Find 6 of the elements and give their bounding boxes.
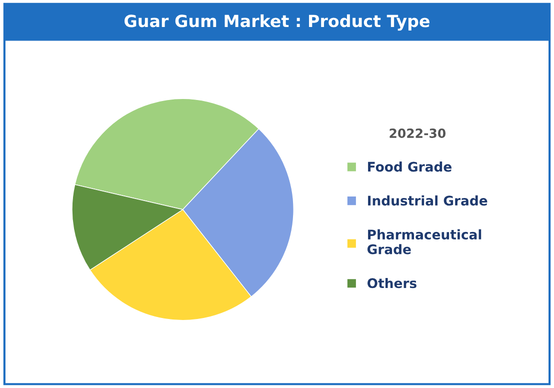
chart-title: Guar Gum Market : Product Type <box>124 14 430 31</box>
legend-label: Industrial Grade <box>368 195 488 206</box>
legend-label: Pharmaceutical Grade <box>367 229 482 254</box>
legend-label: Others <box>367 278 416 288</box>
legend-title: 2022-30 <box>390 128 446 138</box>
legend-label: Food Grade <box>368 162 452 172</box>
